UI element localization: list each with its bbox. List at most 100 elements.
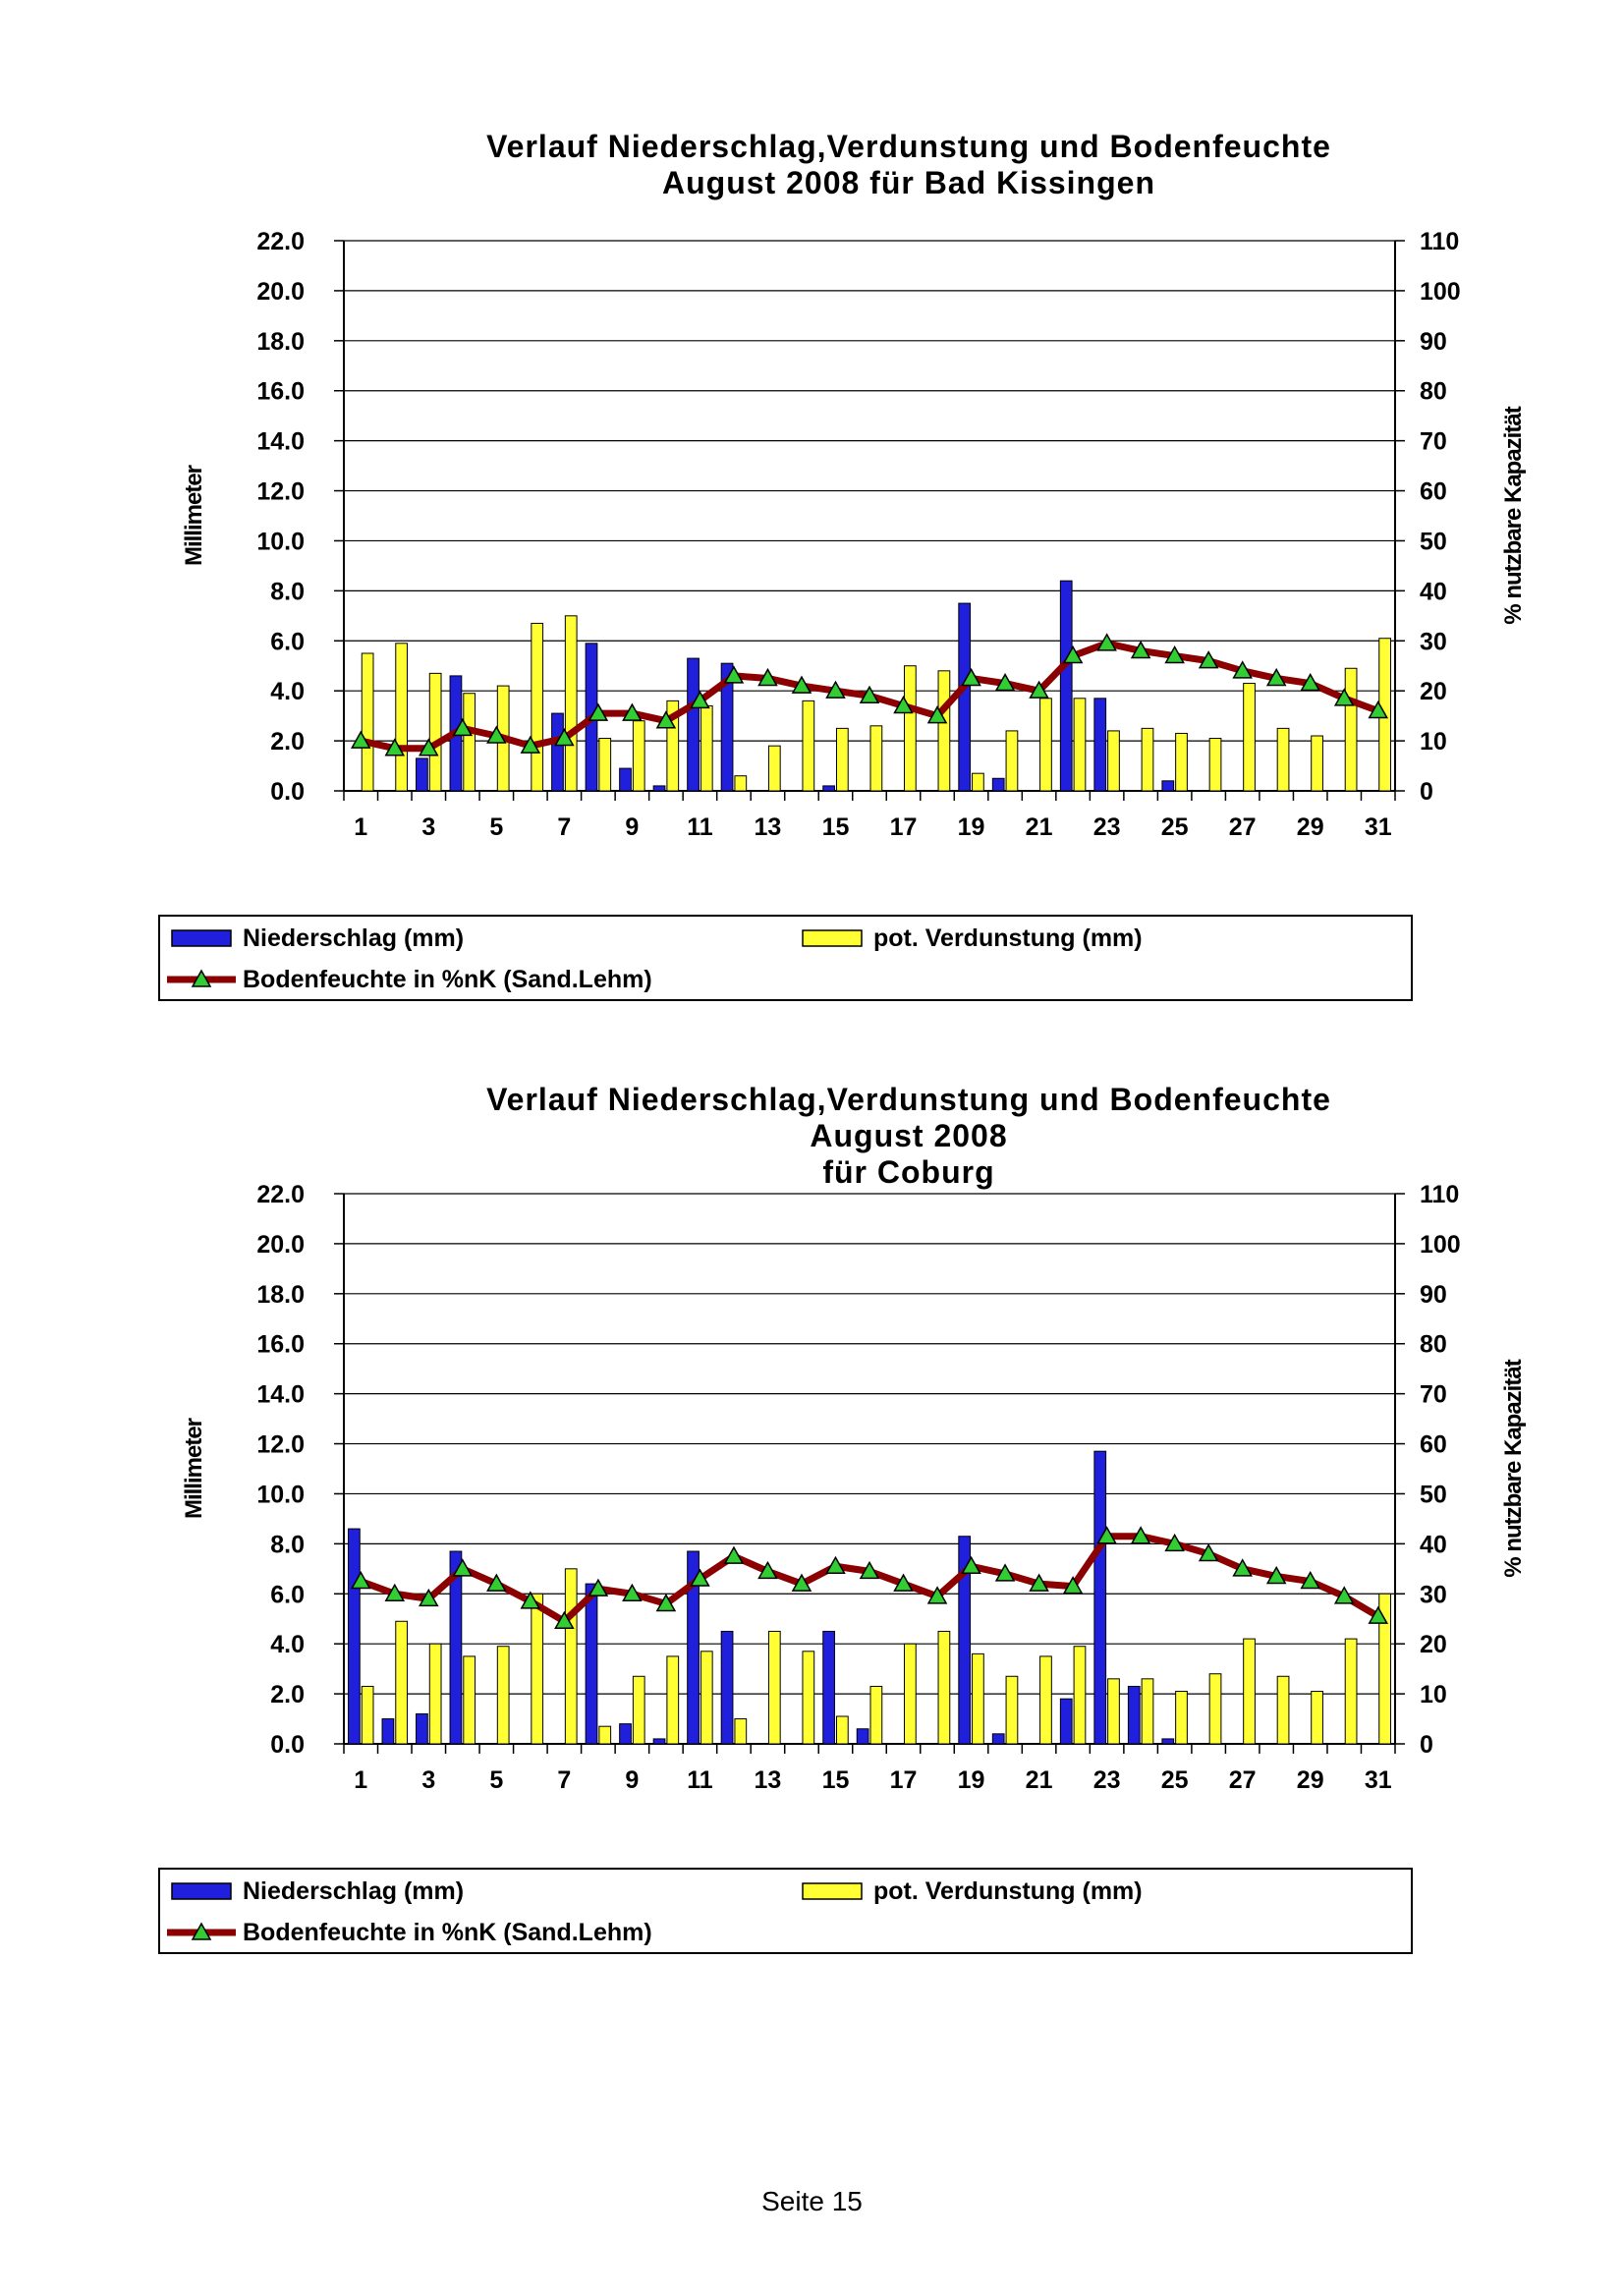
point-bodenfeuchte (1333, 688, 1355, 706)
bar-verdunstung (1175, 732, 1188, 792)
x-tick-label: 17 (890, 1766, 918, 1794)
legend-swatch-verdunstung (802, 929, 863, 947)
bar-verdunstung (1208, 738, 1222, 792)
y-tick-label: 20.0 (256, 278, 305, 306)
y2-tick-label: 20 (1420, 1631, 1447, 1658)
bar-niederschlag (1093, 698, 1107, 792)
legend-marker-bodenfeuchte (191, 1922, 212, 1940)
bar-niederschlag (687, 1550, 700, 1745)
bar-verdunstung (835, 727, 849, 792)
bar-verdunstung (904, 665, 917, 792)
legend-box (158, 1868, 1413, 1954)
y2-tick-label: 20 (1420, 678, 1447, 705)
bar-verdunstung (1311, 735, 1323, 792)
legend-swatch-niederschlag (171, 929, 232, 947)
bar-verdunstung (972, 772, 984, 792)
x-tick-label: 5 (489, 1766, 503, 1794)
bar-verdunstung (1005, 730, 1019, 792)
chart-subtitle: August 2008 für Bad Kissingen (662, 165, 1155, 200)
x-tick-label: 3 (421, 1766, 435, 1794)
point-bodenfeuchte (859, 1560, 880, 1580)
point-bodenfeuchte (757, 1560, 778, 1580)
bar-verdunstung (700, 704, 713, 792)
bar-niederschlag (652, 1738, 666, 1745)
x-tick-label: 31 (1365, 1766, 1392, 1794)
bar-verdunstung (1311, 1691, 1323, 1745)
y2-tick-label: 10 (1420, 728, 1447, 756)
point-bodenfeuchte (452, 717, 474, 737)
bar-verdunstung (666, 700, 680, 792)
bar-niederschlag (449, 1550, 463, 1745)
y-tick-label: 8.0 (270, 1531, 305, 1558)
x-tick-label: 5 (489, 813, 503, 841)
bar-niederschlag (720, 662, 734, 792)
x-tick-label: 13 (755, 1766, 782, 1794)
y-tick-label: 6.0 (270, 628, 305, 655)
bar-verdunstung (802, 1651, 815, 1745)
y2-tick-label: 50 (1420, 1481, 1447, 1508)
bar-verdunstung (463, 1655, 476, 1745)
y-tick-label: 8.0 (270, 578, 305, 605)
bar-niederschlag (991, 777, 1005, 792)
bar-verdunstung (1107, 1678, 1120, 1745)
bar-verdunstung (428, 672, 442, 792)
x-tick-label: 15 (822, 813, 850, 841)
point-bodenfeuchte (1130, 1526, 1151, 1544)
point-bodenfeuchte (1265, 667, 1287, 687)
bar-niederschlag (381, 1718, 395, 1745)
y-tick-label: 14.0 (256, 428, 305, 456)
point-bodenfeuchte (1232, 660, 1253, 679)
y2-tick-label: 90 (1420, 328, 1447, 356)
point-bodenfeuchte (825, 680, 846, 699)
y-tick-label: 20.0 (256, 1231, 305, 1259)
point-bodenfeuchte (622, 1583, 643, 1602)
y2-tick-label: 60 (1420, 478, 1447, 506)
legend-label-bodenfeuchte: Bodenfeuchte in %nK (Sand.Lehm) (243, 1919, 652, 1946)
y-tick-label: 0.0 (270, 778, 305, 806)
x-tick-label: 1 (354, 1766, 367, 1794)
bar-verdunstung (1073, 698, 1087, 792)
x-tick-label: 29 (1297, 1766, 1324, 1794)
y-tick-label: 22.0 (256, 228, 305, 255)
bar-verdunstung (632, 1675, 645, 1745)
y-tick-label: 18.0 (256, 328, 305, 356)
x-tick-label: 9 (625, 1766, 639, 1794)
point-bodenfeuchte (419, 738, 439, 756)
y2-tick-label: 10 (1420, 1681, 1447, 1708)
page-footer: Seite 15 (761, 2186, 863, 2216)
point-bodenfeuchte (520, 1591, 541, 1609)
bar-niederschlag (822, 1630, 835, 1745)
bar-niederschlag (1059, 580, 1073, 792)
y2-axis-title: % nutzbare Kapazität (1500, 406, 1527, 624)
point-bodenfeuchte (1062, 645, 1084, 664)
y2-tick-label: 80 (1420, 378, 1447, 406)
x-tick-label: 13 (755, 813, 782, 841)
bar-verdunstung (395, 1620, 409, 1745)
point-bodenfeuchte (486, 1573, 507, 1592)
bar-verdunstung (395, 643, 409, 792)
bar-verdunstung (564, 615, 578, 792)
bar-verdunstung (1378, 1593, 1391, 1745)
bar-verdunstung (496, 1646, 510, 1745)
x-tick-label: 15 (822, 1766, 850, 1794)
bar-niederschlag (416, 757, 428, 792)
point-bodenfeuchte (554, 728, 575, 747)
bar-verdunstung (1276, 1675, 1290, 1745)
y2-tick-label: 30 (1420, 628, 1447, 655)
x-tick-label: 21 (1026, 1766, 1053, 1794)
bar-niederschlag (720, 1630, 734, 1745)
x-tick-label: 9 (625, 813, 639, 841)
x-tick-label: 11 (687, 813, 713, 841)
y2-tick-label: 110 (1420, 1181, 1459, 1208)
point-bodenfeuchte (1300, 673, 1320, 692)
x-tick-label: 25 (1161, 1766, 1189, 1794)
x-tick-label: 31 (1365, 813, 1392, 841)
point-bodenfeuchte (1164, 645, 1185, 664)
y-tick-label: 2.0 (270, 728, 305, 756)
bar-verdunstung (1208, 1673, 1222, 1745)
bar-verdunstung (937, 670, 951, 792)
bar-verdunstung (531, 1593, 544, 1745)
y2-tick-label: 0 (1420, 1731, 1433, 1759)
y2-tick-label: 90 (1420, 1281, 1447, 1309)
y-tick-label: 10.0 (256, 528, 305, 555)
